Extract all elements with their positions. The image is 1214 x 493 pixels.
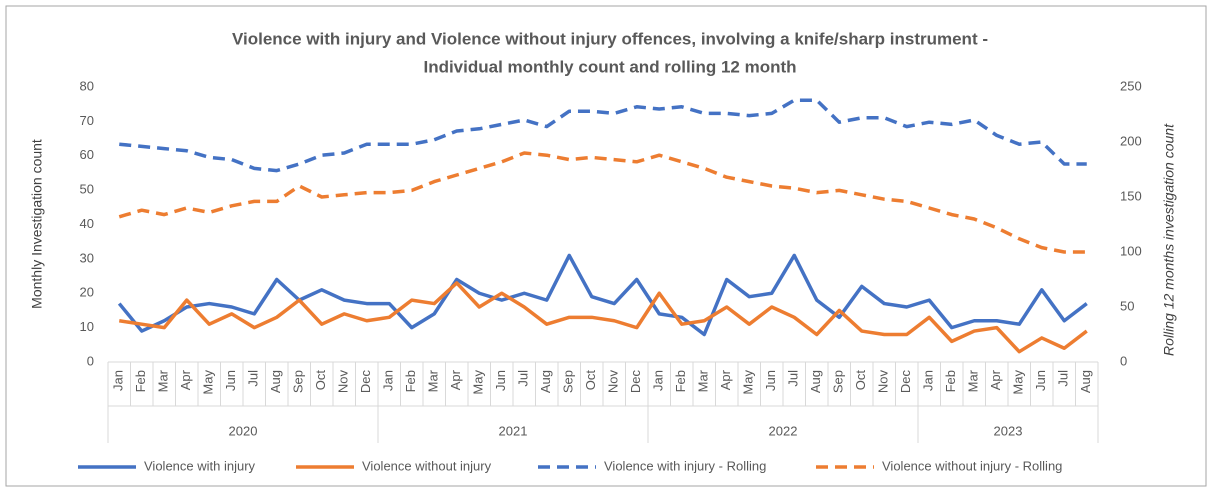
x-tick-label: Oct	[853, 370, 868, 391]
x-tick-label: Apr	[178, 369, 193, 390]
x-tick-label: Dec	[628, 370, 643, 394]
x-tick-label: Apr	[988, 369, 1003, 390]
series-line	[117, 253, 1088, 337]
x-tick-label: Jun	[223, 370, 238, 391]
x-tick-label: Oct	[313, 370, 328, 391]
x-tick-label: Mar	[156, 369, 171, 392]
y-tick-label: 10	[80, 319, 94, 334]
y-tick-label: 0	[87, 353, 94, 368]
y2-tick-label: 200	[1120, 133, 1142, 148]
x-tick-label: Apr	[718, 369, 733, 390]
y-tick-label: 50	[80, 182, 94, 197]
x-tick-label: Sep	[561, 370, 576, 393]
x-tick-label: Jan	[111, 370, 126, 391]
x-tick-label: Aug	[268, 370, 283, 393]
y-tick-label: 40	[80, 216, 94, 231]
x-tick-label: Feb	[943, 370, 958, 392]
x-tick-label: Mar	[696, 369, 711, 392]
x-tick-label: Jan	[651, 370, 666, 391]
x-tick-label: Mar	[426, 369, 441, 392]
x-tick-label: Jan	[381, 370, 396, 391]
y2-axis-label: Rolling 12 months investigation count	[1161, 123, 1177, 356]
chart-title: Individual monthly count and rolling 12 …	[423, 57, 796, 76]
x-group-label: 2021	[499, 423, 528, 438]
y-tick-label: 70	[80, 113, 94, 128]
x-tick-label: Jul	[786, 370, 801, 387]
x-tick-label: Dec	[358, 370, 373, 394]
x-tick-label: May	[741, 370, 756, 395]
y2-tick-label: 250	[1120, 78, 1142, 93]
x-tick-label: Apr	[448, 369, 463, 390]
series-line	[119, 98, 1087, 173]
x-tick-label: Oct	[583, 370, 598, 391]
chart-border	[5, 5, 1207, 487]
chart-title: Violence with injury and Violence withou…	[232, 29, 988, 48]
x-tick-label: May	[471, 370, 486, 395]
x-tick-label: Jun	[493, 370, 508, 391]
x-tick-label: Nov	[876, 370, 891, 394]
x-tick-label: Mar	[966, 369, 981, 392]
x-tick-label: Jul	[246, 370, 261, 387]
y-tick-label: 60	[80, 147, 94, 162]
x-group-label: 2020	[229, 423, 258, 438]
x-tick-label: Feb	[133, 370, 148, 392]
x-tick-label: Nov	[336, 370, 351, 394]
x-tick-label: Aug	[538, 370, 553, 393]
y2-tick-label: 0	[1120, 353, 1127, 368]
y-tick-label: 30	[80, 250, 94, 265]
legend-label: Violence without injury - Rolling	[882, 458, 1062, 473]
x-tick-label: May	[1011, 370, 1026, 395]
legend-label: Violence without injury	[362, 458, 492, 473]
x-tick-label: May	[201, 370, 216, 395]
x-tick-label: Sep	[291, 370, 306, 393]
x-tick-label: Dec	[898, 370, 913, 394]
x-tick-label: Aug	[808, 370, 823, 393]
x-group-label: 2023	[994, 423, 1023, 438]
y-tick-label: 20	[80, 285, 94, 300]
x-tick-label: Sep	[831, 370, 846, 393]
series-line	[118, 281, 1088, 354]
x-tick-label: Aug	[1078, 370, 1093, 393]
y2-tick-label: 150	[1120, 188, 1142, 203]
x-tick-label: Jul	[516, 370, 531, 387]
x-group-label: 2022	[769, 423, 798, 438]
y-tick-label: 80	[80, 78, 94, 93]
legend-label: Violence with injury	[144, 458, 256, 473]
x-tick-label: Jun	[1033, 370, 1048, 391]
x-tick-label: Feb	[673, 370, 688, 392]
x-tick-label: Nov	[606, 370, 621, 394]
series-line	[118, 151, 1087, 254]
x-tick-label: Feb	[403, 370, 418, 392]
x-tick-label: Jan	[921, 370, 936, 391]
y2-tick-label: 100	[1120, 243, 1142, 258]
legend-label: Violence with injury - Rolling	[604, 458, 766, 473]
x-tick-label: Jul	[1056, 370, 1071, 387]
x-tick-label: Jun	[763, 370, 778, 391]
y2-tick-label: 50	[1120, 298, 1134, 313]
y-axis-label: Monthly Investigation count	[29, 139, 45, 309]
